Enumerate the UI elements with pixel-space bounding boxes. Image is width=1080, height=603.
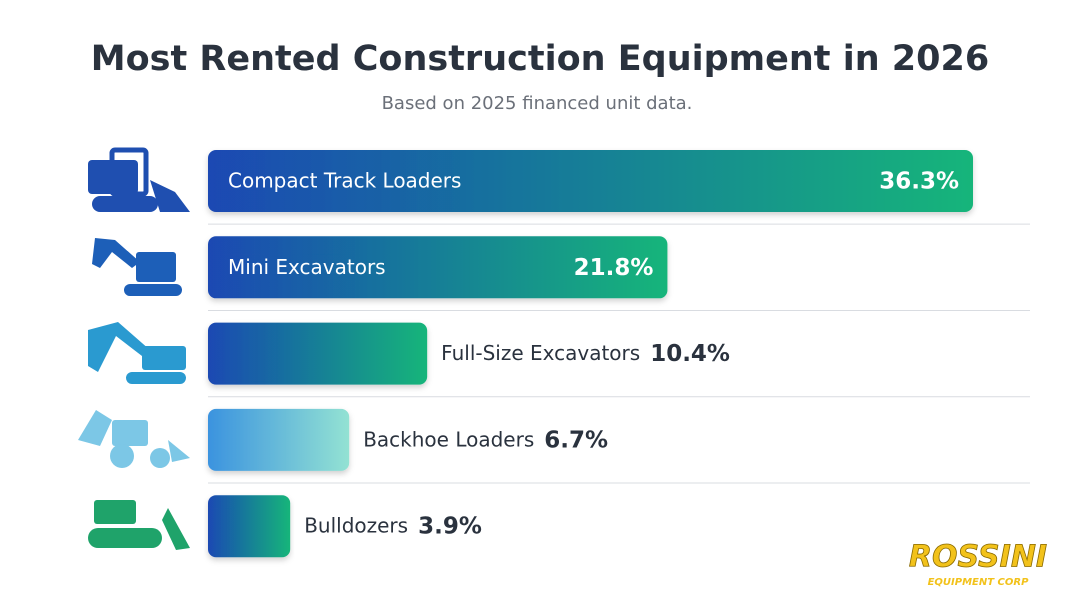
plot-area: Compact Track Loaders 36.3% Mini Excavator… (208, 150, 1030, 558)
category-label: Compact Track Loaders (228, 169, 461, 193)
bar (208, 495, 291, 558)
icon-backhoe (78, 410, 190, 468)
value-label: 3.9% (418, 514, 482, 540)
bar (208, 236, 668, 299)
bar (208, 150, 973, 212)
category-label: Mini Excavators (228, 255, 386, 279)
chart-subtitle: Based on 2025 financed unit data. (382, 93, 693, 114)
logo: ROSSINI EQUIPMENT CORP (909, 539, 1048, 588)
icon-track-loader (88, 147, 190, 212)
category-label: Backhoe Loaders (363, 427, 534, 451)
value-label: 36.3% (879, 169, 959, 195)
category-label: Full-Size Excavators (441, 341, 640, 365)
icon-bulldozer (88, 500, 190, 550)
value-label: 10.4% (650, 341, 730, 367)
value-label: 6.7% (544, 427, 608, 453)
bar (208, 408, 350, 471)
value-label: 21.8% (574, 255, 654, 281)
bar (208, 322, 428, 385)
chart-title: Most Rented Construction Equipment in 20… (91, 39, 989, 79)
icon-excavator (88, 322, 186, 384)
logo-tagline: EQUIPMENT CORP (928, 577, 1029, 588)
category-label: Bulldozers (304, 514, 408, 538)
icon-mini-excavator (92, 238, 182, 296)
logo-name: ROSSINI (909, 540, 1047, 575)
